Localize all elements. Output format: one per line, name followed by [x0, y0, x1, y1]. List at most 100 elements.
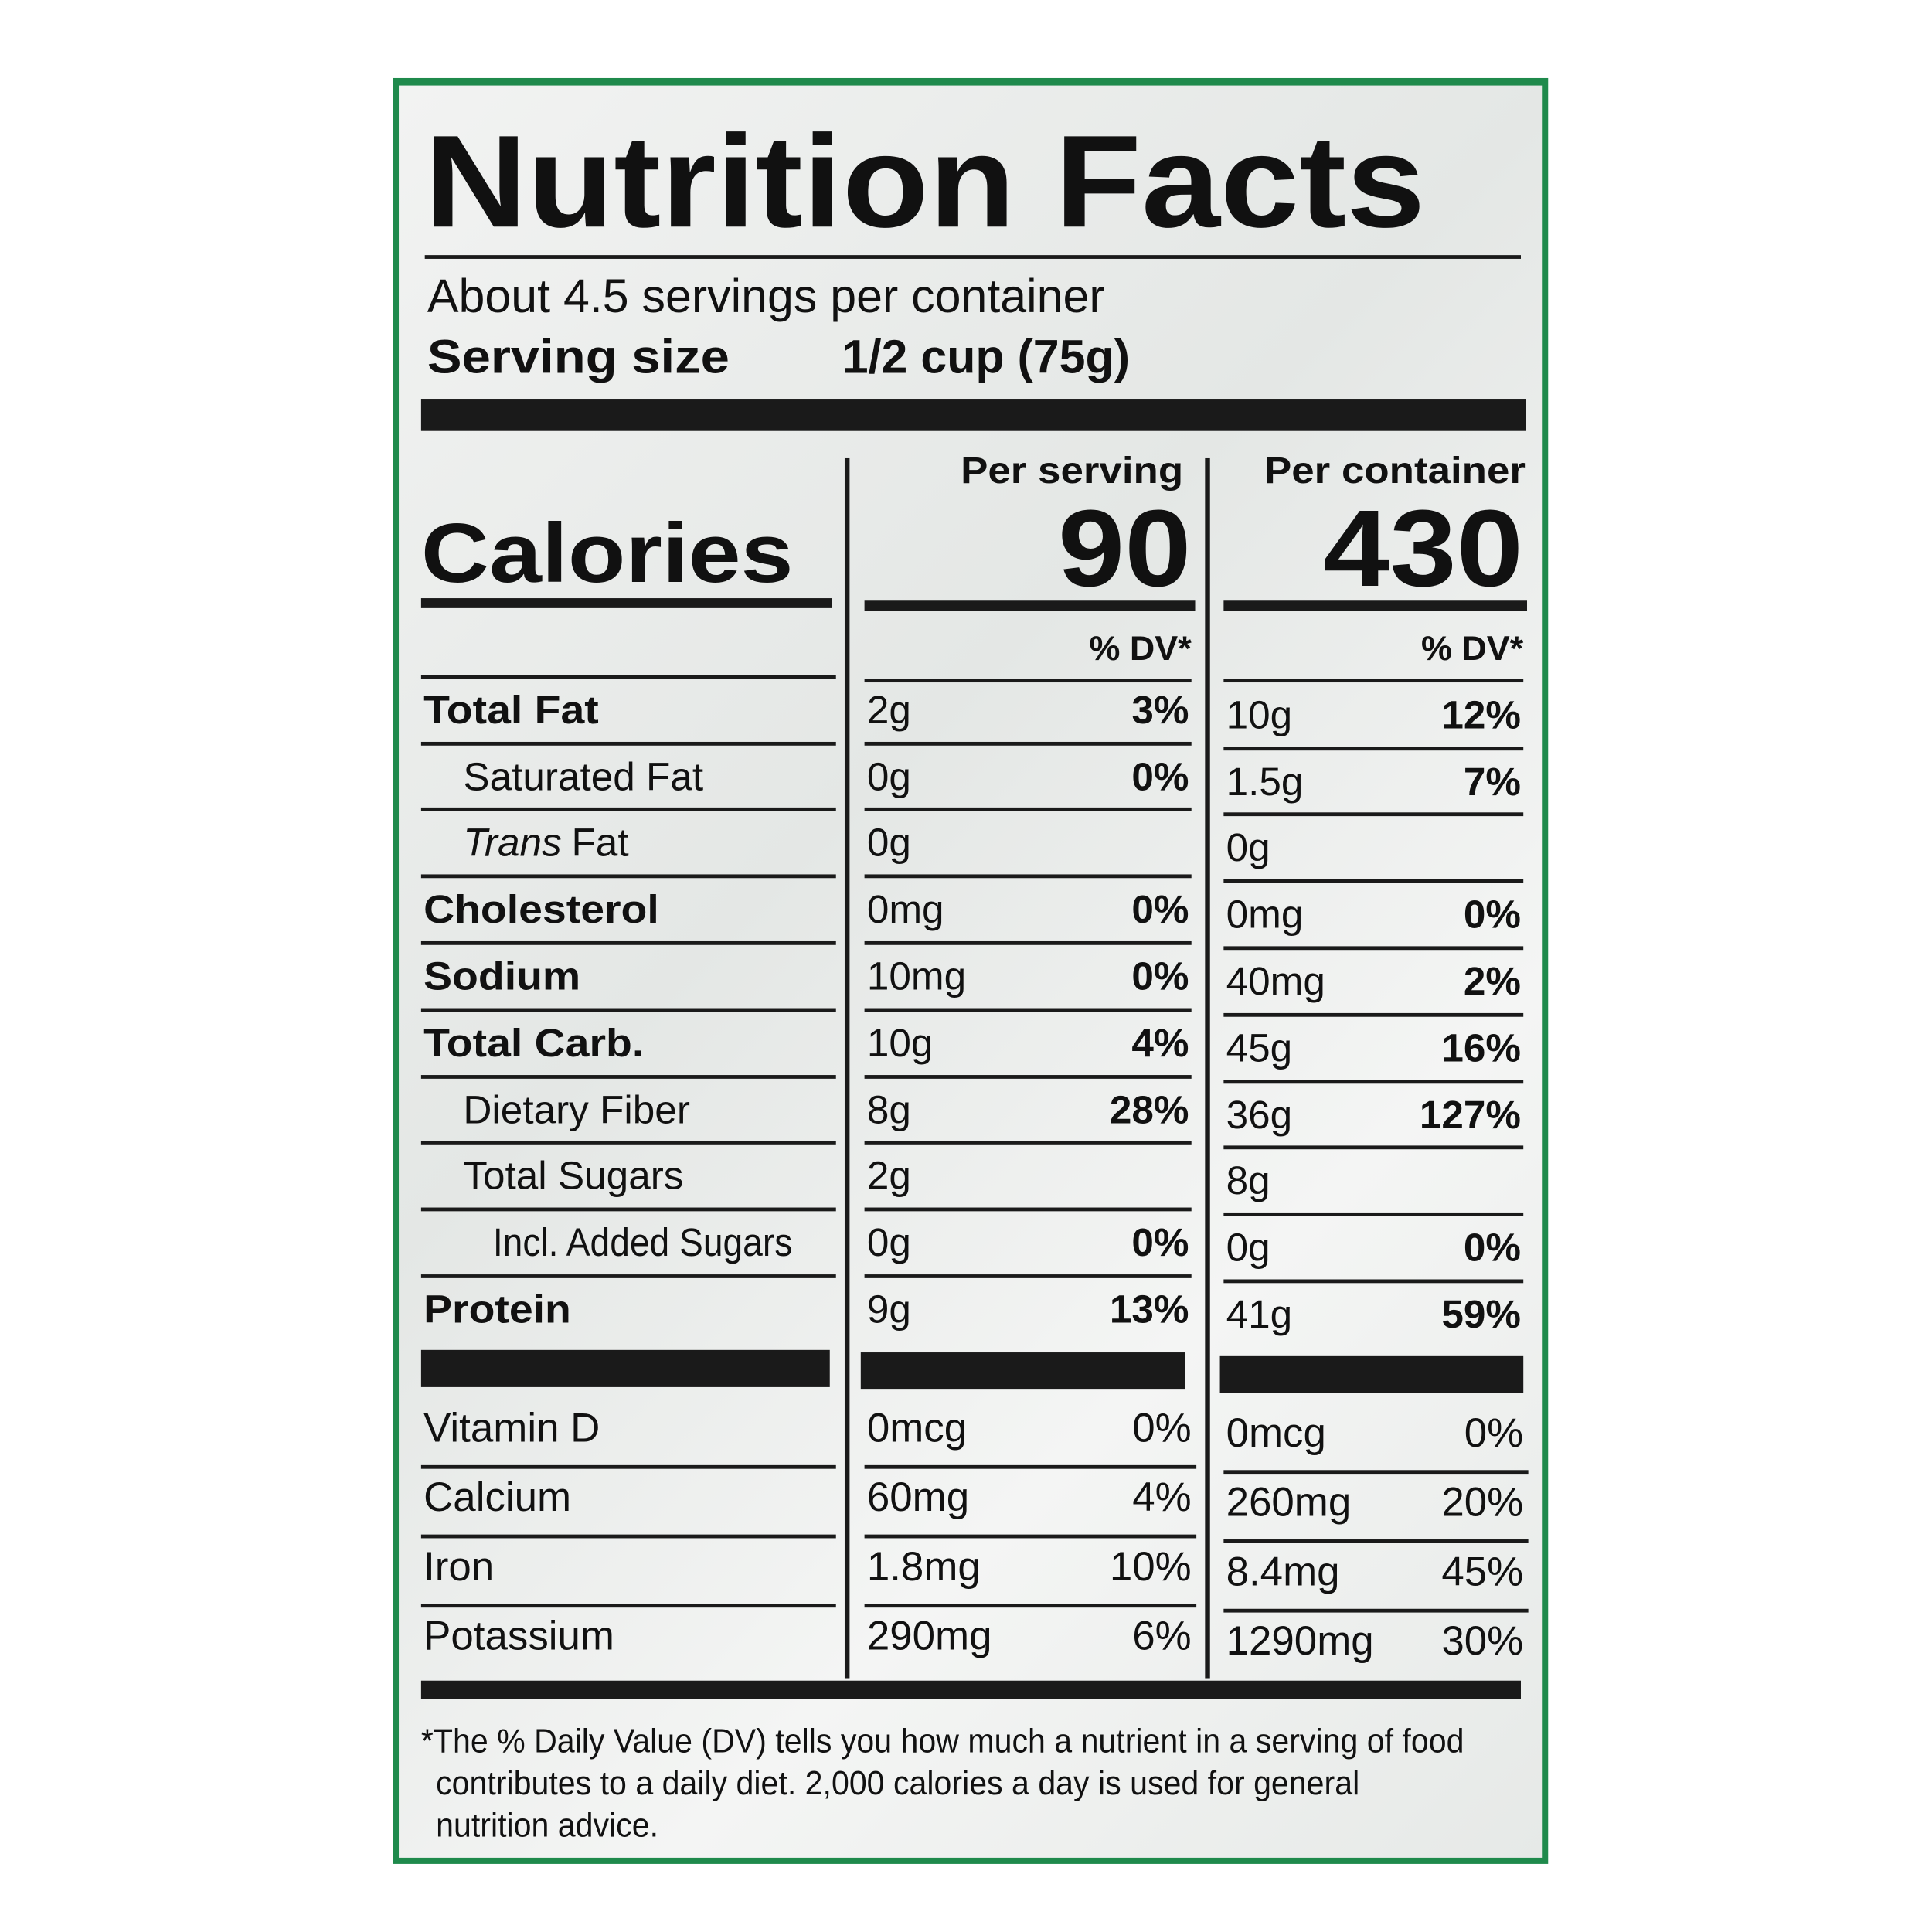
daily-value: 127% [1419, 1091, 1521, 1137]
daily-value: 2% [1463, 958, 1521, 1004]
amount: 0g [1226, 825, 1270, 870]
nutrient-name: Total Sugars [463, 1153, 684, 1199]
row-rule [864, 1533, 1197, 1538]
amount: 8g [1226, 1158, 1270, 1203]
row-rule [1223, 1012, 1524, 1017]
row-rule [420, 808, 836, 812]
amount: 9g [866, 1287, 911, 1332]
daily-value: 3% [1131, 687, 1189, 732]
amount: 0mg [866, 886, 944, 932]
amount: 0g [866, 820, 911, 866]
daily-value: 0% [1463, 1225, 1521, 1270]
amount: 290mg [866, 1612, 992, 1659]
amount: 60mg [866, 1474, 970, 1520]
row-rule [864, 678, 1192, 682]
serving-size-label: Serving size [427, 332, 730, 385]
amount: 0g [866, 753, 911, 799]
row-rule [864, 1008, 1192, 1012]
nutrient-name: Saturated Fat [463, 753, 704, 799]
row-rule [1223, 1213, 1524, 1216]
footnote: nutrition advice. [436, 1806, 659, 1844]
row-rule [864, 940, 1192, 945]
daily-value: 28% [1109, 1087, 1189, 1132]
row-rule [420, 1533, 836, 1538]
row-rule [420, 1074, 836, 1079]
thick-bar [860, 1352, 1185, 1390]
amount: 0mcg [866, 1404, 968, 1451]
row-rule [1223, 812, 1524, 817]
row-rule [864, 1464, 1197, 1468]
amount: 0g [1226, 1225, 1270, 1270]
row-rule [420, 1603, 836, 1607]
amount: 0mg [1226, 892, 1304, 937]
servings-per-container: About 4.5 servings per container [427, 271, 1105, 324]
column-divider [844, 457, 850, 1678]
nutrient-name: Fat [571, 820, 629, 866]
daily-value: 4% [1132, 1474, 1192, 1520]
nutrient-name: Incl. Added Sugars [492, 1219, 793, 1265]
amount: 10g [866, 1020, 934, 1065]
vitamin-name: Potassium [423, 1612, 614, 1659]
calories-label: Calories [420, 506, 794, 601]
row-rule [1223, 1539, 1529, 1543]
title: Nutrition Facts [424, 109, 1426, 256]
row-rule [1223, 678, 1524, 682]
amount: 36g [1226, 1091, 1293, 1137]
daily-value: 20% [1441, 1478, 1524, 1526]
row-rule [420, 1274, 836, 1278]
calories-rule [1223, 600, 1528, 611]
row-rule [420, 674, 836, 679]
daily-value: 0% [1131, 1219, 1189, 1265]
row-rule [1223, 1607, 1529, 1612]
row-rule [1223, 946, 1524, 951]
row-rule [420, 1008, 836, 1012]
row-rule [864, 1207, 1192, 1212]
row-rule [1223, 746, 1524, 750]
daily-value: 0% [1132, 1404, 1192, 1451]
row-rule [864, 1603, 1197, 1607]
thick-bar [1219, 1355, 1524, 1393]
row-rule [1223, 1469, 1529, 1474]
nutrient-name: Trans [463, 820, 562, 866]
nutrient-name: Total Carb. [423, 1020, 645, 1065]
nutrient-name: Dietary Fiber [463, 1087, 690, 1132]
row-rule [1223, 1145, 1524, 1150]
column-header: Per serving [960, 451, 1183, 492]
thick-bar [420, 1679, 1521, 1699]
daily-value: 0% [1463, 892, 1521, 937]
daily-value: 0% [1464, 1410, 1524, 1456]
row-rule [420, 940, 836, 945]
row-rule [420, 1207, 836, 1212]
daily-value: 7% [1463, 758, 1521, 804]
amount: 8g [866, 1087, 911, 1132]
dv-header: % DV* [1089, 629, 1192, 668]
daily-value: 0% [1131, 954, 1189, 998]
row-rule [864, 741, 1192, 745]
daily-value: 4% [1131, 1020, 1189, 1065]
dv-header: % DV* [1421, 629, 1524, 668]
row-rule [420, 1464, 836, 1468]
amount: 10mg [866, 954, 967, 998]
vitamin-name: Vitamin D [423, 1404, 600, 1451]
amount: 8.4mg [1226, 1548, 1340, 1594]
column-divider [1205, 457, 1210, 1678]
amount: 1.8mg [866, 1543, 981, 1590]
row-rule [864, 1074, 1192, 1079]
amount: 40mg [1226, 958, 1325, 1004]
calories-rule [420, 598, 832, 608]
amount: 10g [1226, 692, 1293, 737]
row-rule [864, 808, 1192, 812]
nutrient-name: Cholesterol [423, 886, 659, 932]
column-header: Per container [1264, 451, 1526, 492]
row-rule [420, 874, 836, 879]
row-rule [1223, 1079, 1524, 1083]
amount: 45g [1226, 1025, 1293, 1070]
amount: 1.5g [1226, 758, 1304, 804]
label-panel [399, 85, 1543, 1858]
daily-value: 0% [1131, 886, 1189, 932]
calories-value: 90 [1058, 487, 1192, 610]
daily-value: 16% [1441, 1025, 1521, 1070]
row-rule [864, 1274, 1192, 1278]
